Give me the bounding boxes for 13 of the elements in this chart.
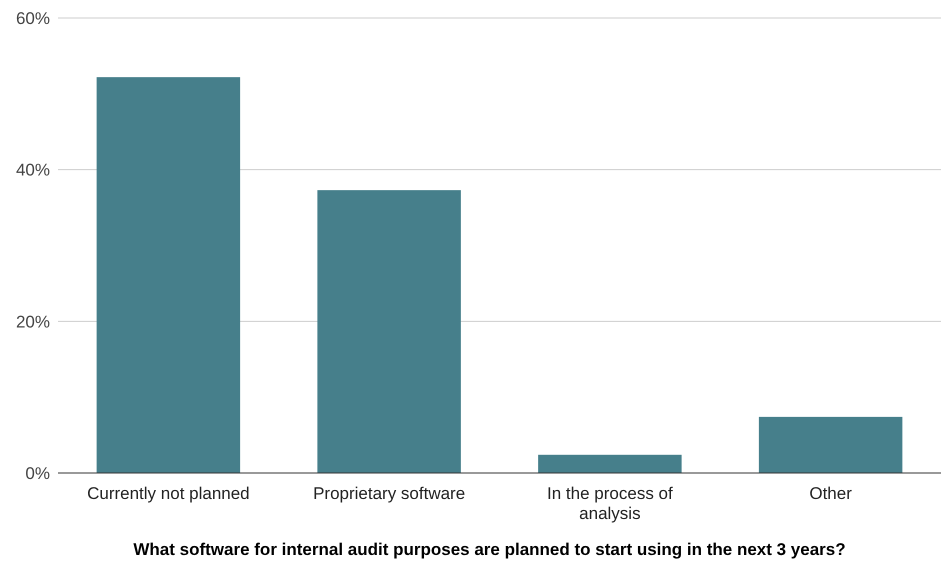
y-tick-label: 60% xyxy=(16,8,50,28)
bar xyxy=(317,190,461,473)
x-tick-label: Proprietary software xyxy=(313,484,466,503)
y-tick-label: 0% xyxy=(25,464,50,483)
bar xyxy=(758,416,902,473)
bar xyxy=(96,77,240,473)
y-tick-label: 40% xyxy=(16,160,50,180)
x-tick-label: In the process of analysis xyxy=(547,484,673,523)
y-tick-label: 20% xyxy=(16,312,50,332)
bar xyxy=(538,454,682,473)
x-axis-title: What software for internal audit purposes are planned to start using in the next 3 years? xyxy=(133,540,846,559)
x-tick-label: Currently not planned xyxy=(87,484,250,503)
x-tick-label: Other xyxy=(809,484,852,503)
